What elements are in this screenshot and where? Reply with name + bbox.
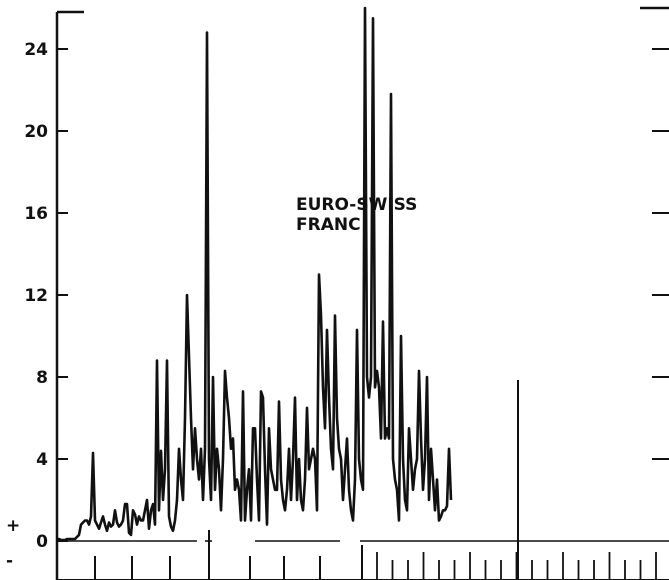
right-axis-ticks xyxy=(652,48,669,460)
y-tick-label: 0 xyxy=(36,532,48,552)
y-tick-label: 8 xyxy=(36,368,48,388)
annotation-line-2: FRANC xyxy=(296,215,361,235)
series-line xyxy=(57,6,453,542)
y-tick-label: 24 xyxy=(24,40,48,60)
y-tick-label: 20 xyxy=(24,122,48,142)
y-axis-ticks: 24 20 16 12 8 4 0 xyxy=(24,40,68,552)
zero-plus-mark: + xyxy=(6,516,20,536)
y-tick-label: 4 xyxy=(36,450,48,470)
x-axis-ticks xyxy=(94,552,657,580)
zero-minus-mark: - xyxy=(6,551,13,571)
annotation-line-1: EURO-SWISS xyxy=(296,195,417,215)
y-tick-label: 16 xyxy=(24,204,48,224)
y-tick-label: 12 xyxy=(24,286,48,306)
